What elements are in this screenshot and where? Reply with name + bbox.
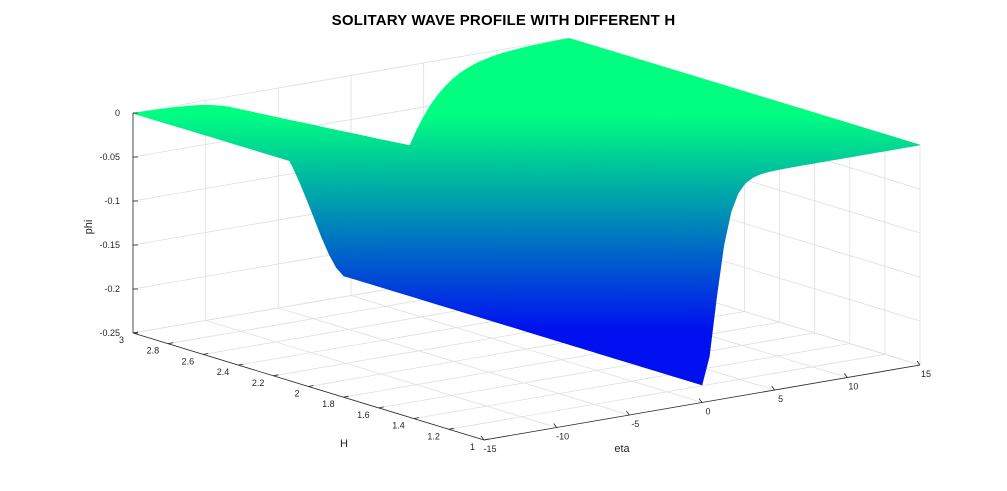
- y-tick-label: 1.6: [357, 410, 370, 420]
- z-tick-label: -0.15: [99, 240, 120, 250]
- x-tick-mark: [698, 398, 703, 403]
- surface-patch: [469, 213, 492, 221]
- y-tick-label: 1: [470, 442, 475, 452]
- y-tick-mark: [203, 353, 209, 355]
- y-tick-label: 2.4: [217, 367, 230, 377]
- y-tick-mark: [308, 385, 314, 387]
- y-tick-mark: [378, 406, 384, 409]
- y-tick-label: 1.4: [392, 421, 405, 431]
- x-tick-label: 10: [848, 382, 858, 392]
- y-tick-mark: [168, 342, 174, 345]
- axes: [132, 112, 921, 441]
- y-tick-label: 2.8: [147, 346, 160, 356]
- y-tick-label: 1.8: [322, 399, 335, 409]
- y-tick-mark: [483, 438, 490, 441]
- y-tick-label: 2: [294, 389, 299, 399]
- y-tick-mark: [448, 427, 454, 430]
- y-tick-label: 1.2: [427, 431, 440, 441]
- z-tick-label: -0.05: [99, 152, 120, 162]
- y-tick-mark: [238, 363, 244, 366]
- y-tick-label: 2.6: [182, 356, 195, 366]
- y-tick-label: 3: [119, 335, 124, 345]
- grid-line: [413, 343, 850, 419]
- grid-line: [448, 353, 885, 430]
- z-tick-label: -0.1: [104, 196, 120, 206]
- y-tick-mark: [413, 417, 419, 419]
- x-tick-label: -15: [483, 444, 496, 454]
- x-tick-mark: [771, 385, 775, 391]
- z-tick-label: -0.2: [104, 284, 120, 294]
- surface: [132, 38, 921, 386]
- y-tick-label: 2.2: [252, 378, 265, 388]
- z-tick-label: 0: [115, 108, 120, 118]
- x-tick-label: 0: [705, 407, 710, 417]
- tick-labels: -0.25 -0.2 -0.15 -0.1 -0.05 0 1 1.2 1.4 1.6 1.8 2 2.…: [99, 108, 931, 454]
- x-tick-label: -10: [556, 432, 569, 442]
- grid-line: [132, 37, 570, 114]
- y-tick-mark: [343, 395, 349, 398]
- x-tick-label: -5: [631, 419, 639, 429]
- z-tick-label: -0.25: [99, 328, 120, 338]
- x-tick-label: 15: [921, 369, 931, 379]
- grid-line: [378, 332, 815, 409]
- x-tick-mark: [626, 410, 630, 416]
- z-axis-label: phi: [83, 220, 95, 235]
- chart-title: SOLITARY WAVE PROFILE WITH DIFFERENT H: [331, 12, 676, 29]
- x-tick-label: 5: [778, 394, 783, 404]
- x-tick-mark: [553, 423, 557, 428]
- x-tick-mark: [844, 373, 848, 378]
- y-axis-label: H: [340, 438, 348, 450]
- x-tick-mark: [480, 435, 485, 441]
- x-axis-label: eta: [614, 443, 630, 455]
- x-tick-mark: [916, 360, 921, 366]
- y-tick-mark: [132, 331, 139, 334]
- y-tick-mark: [273, 374, 279, 377]
